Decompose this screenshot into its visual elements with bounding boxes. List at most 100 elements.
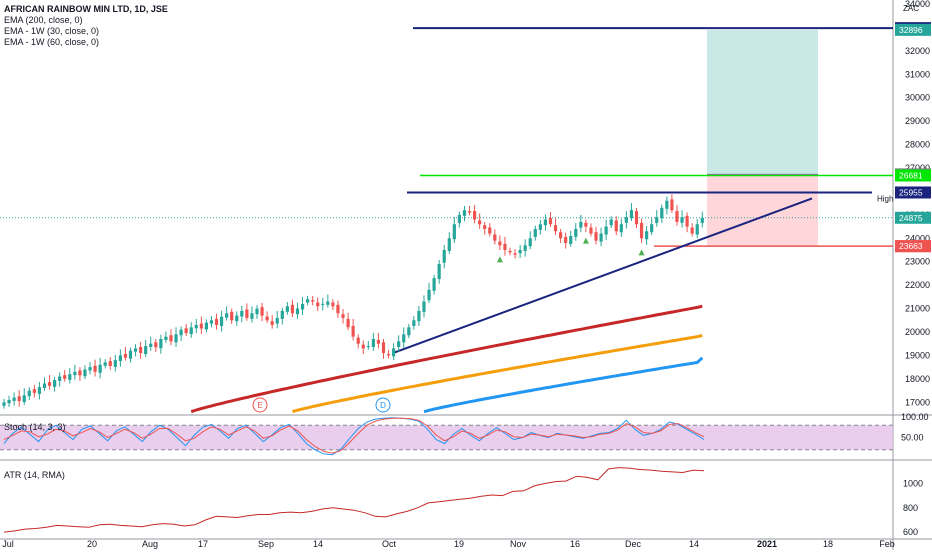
candle-body: [12, 397, 16, 401]
price-tick-label: 18000: [905, 374, 930, 384]
candle-body: [462, 210, 467, 216]
candle-body: [675, 211, 679, 222]
candle-body: [2, 402, 6, 406]
candle-body: [361, 344, 365, 349]
candle-body: [321, 303, 325, 305]
candle-body: [589, 227, 593, 234]
candle-body: [37, 387, 42, 394]
candle-body: [639, 222, 644, 239]
candle-body: [235, 315, 239, 322]
time-tick-label: Oct: [382, 539, 397, 549]
atr-tick-label: 1000: [903, 478, 923, 488]
candle-body: [219, 316, 224, 326]
price-tick-label: 34000: [905, 0, 930, 9]
candle-body: [442, 250, 446, 263]
time-tick-label: Feb: [879, 539, 895, 549]
candle-body: [285, 306, 289, 312]
candle-body: [194, 324, 198, 329]
candle-body: [493, 234, 497, 241]
candle-body: [422, 301, 426, 312]
candle-body: [159, 339, 163, 349]
time-tick-label: Sep: [258, 539, 274, 549]
candle-body: [467, 211, 472, 213]
atr-tick-label: 800: [903, 503, 918, 513]
legend-ema-60: EMA - 1W (60, close, 0): [4, 37, 100, 47]
candle-body: [548, 218, 553, 225]
candle-body: [447, 238, 451, 251]
candle-body: [250, 313, 254, 319]
candle-body: [392, 348, 396, 357]
price-badge-label: 23663: [899, 241, 923, 251]
legend-title: AFRICAN RAINBOW MIN LTD, 1D, JSE: [4, 4, 168, 14]
candle-body: [270, 321, 274, 325]
candle-body: [574, 228, 578, 237]
time-tick-label: 16: [570, 539, 580, 549]
candle-body: [189, 327, 193, 335]
candle-body: [437, 264, 441, 280]
candle-body: [569, 235, 573, 244]
candle-body: [144, 346, 148, 355]
candle-body: [184, 328, 188, 334]
candle-body: [336, 304, 340, 314]
candle-body: [381, 342, 386, 354]
candle-body: [584, 222, 588, 227]
candle-body: [503, 243, 507, 250]
candle-body: [113, 360, 117, 367]
candle-body: [645, 231, 649, 240]
price-badge: [895, 186, 931, 199]
candle-body: [685, 215, 689, 227]
candle-body: [564, 236, 568, 243]
candle-body: [472, 211, 477, 220]
candle-body: [402, 334, 406, 343]
candle-body: [457, 214, 461, 223]
profit-zone: [707, 29, 818, 175]
candle-body: [356, 337, 360, 344]
candle-body: [619, 224, 623, 233]
price-tick-label: 20000: [905, 327, 930, 337]
time-tick-label: 2021: [757, 539, 777, 549]
atr-line: [3, 467, 705, 533]
price-tick-label: 22000: [905, 280, 930, 290]
candle-body: [169, 335, 173, 342]
candle-body: [42, 383, 47, 388]
candle-body: [386, 354, 391, 356]
candle-body: [508, 250, 512, 253]
event-marker-label: D: [380, 401, 386, 410]
candle-body: [331, 302, 335, 307]
time-tick-label: 17: [198, 539, 208, 549]
candle-body: [154, 342, 158, 348]
candle-body: [670, 199, 674, 211]
ema-line: [291, 334, 703, 414]
price-badge: [895, 211, 931, 224]
price-tick-label: 29000: [905, 116, 930, 126]
candle-body: [311, 300, 315, 302]
loss-zone: [707, 174, 818, 247]
ema-line: [423, 356, 704, 414]
candle-body: [346, 318, 350, 328]
signal-triangle: [496, 256, 503, 263]
candle-body: [103, 362, 107, 366]
candle-body: [538, 224, 542, 230]
legend-ema-200: EMA (200, close, 0): [4, 15, 83, 25]
candle-body: [690, 227, 694, 234]
candle-body: [700, 217, 704, 223]
candle-body: [695, 224, 699, 235]
stoch-pane-label: Stoch (14, 3, 3): [4, 422, 66, 432]
price-tick-label: 19000: [905, 350, 930, 360]
time-tick-label: 18: [823, 539, 833, 549]
ema-line: [190, 304, 703, 414]
candle-body: [634, 211, 639, 225]
price-tick-label: 24000: [905, 233, 930, 243]
candle-body: [599, 233, 603, 242]
candle-body: [68, 374, 72, 380]
price-tick-label: 21000: [905, 304, 930, 314]
candle-body: [174, 334, 178, 343]
candle-body: [27, 390, 31, 397]
candle-body: [417, 310, 421, 322]
candle-body: [665, 200, 669, 209]
candle-body: [341, 314, 345, 318]
candle-body: [139, 346, 143, 354]
candle-body: [265, 316, 269, 321]
